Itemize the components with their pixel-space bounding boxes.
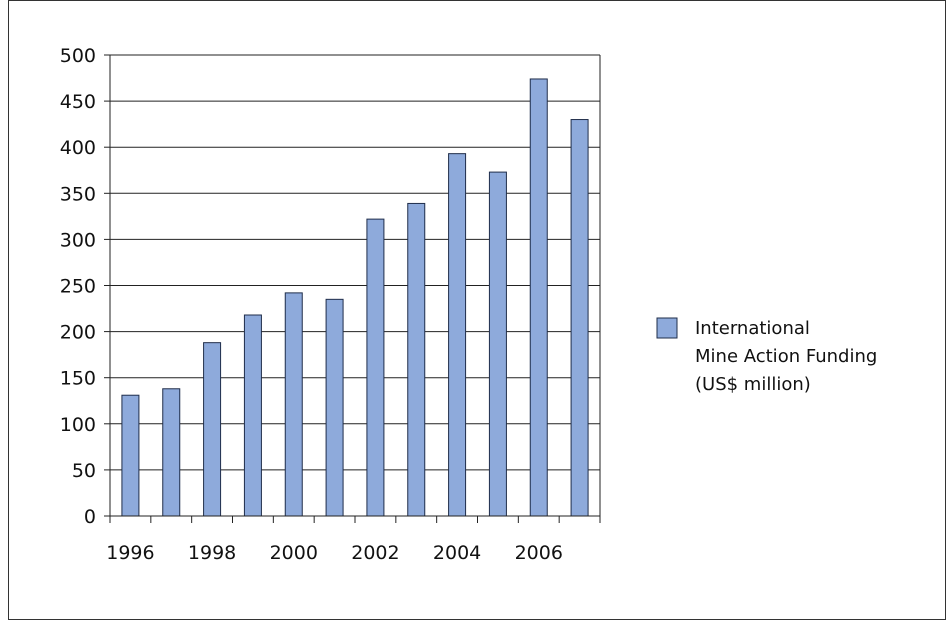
bar-2006 <box>529 78 548 517</box>
y-tick-label: 50 <box>72 460 96 482</box>
gridlines <box>110 54 600 471</box>
x-tick-label: 1996 <box>106 542 154 564</box>
y-tick-label: 400 <box>60 137 96 159</box>
x-tick-label: 2002 <box>351 542 399 564</box>
y-tick-label: 150 <box>60 368 96 390</box>
bar-2000 <box>284 292 303 517</box>
bar-2001 <box>325 298 344 517</box>
bar-1998 <box>203 342 222 517</box>
bar-2005 <box>488 171 507 517</box>
x-tick-label: 2006 <box>515 542 563 564</box>
y-tick-label: 200 <box>60 322 96 344</box>
x-tick-label: 2000 <box>270 542 318 564</box>
x-axis-ticks: 1996 1998 2000 2002 2004 2006 <box>106 516 601 564</box>
legend: International Mine Action Funding (US$ m… <box>656 317 877 395</box>
bars <box>121 78 589 517</box>
legend-label-line-3: (US$ million) <box>695 374 811 395</box>
y-tick-label: 500 <box>60 45 96 67</box>
y-axis-ticks: 0 50 100 150 200 250 300 350 400 450 500 <box>60 45 110 528</box>
legend-label-line-2: Mine Action Funding <box>695 346 877 367</box>
bar-2007 <box>570 119 589 517</box>
y-tick-label: 350 <box>60 183 96 205</box>
y-tick-label: 250 <box>60 276 96 298</box>
bar-2003 <box>407 202 426 517</box>
y-tick-label: 450 <box>60 91 96 113</box>
bar-1997 <box>162 388 181 517</box>
y-tick-label: 100 <box>60 414 96 436</box>
bar-2002 <box>366 218 385 517</box>
bar-1996 <box>121 394 140 517</box>
bar-1999 <box>243 314 262 517</box>
y-tick-label: 300 <box>60 229 96 251</box>
x-tick-label: 2004 <box>433 542 481 564</box>
legend-swatch <box>656 317 678 339</box>
bar-chart: 0 50 100 150 200 250 300 350 400 450 500 1996 1998 2… <box>60 45 878 564</box>
bar-2004 <box>448 153 467 517</box>
legend-label-line-1: International <box>695 318 810 339</box>
y-tick-label: 0 <box>84 506 96 528</box>
x-tick-label: 1998 <box>188 542 236 564</box>
